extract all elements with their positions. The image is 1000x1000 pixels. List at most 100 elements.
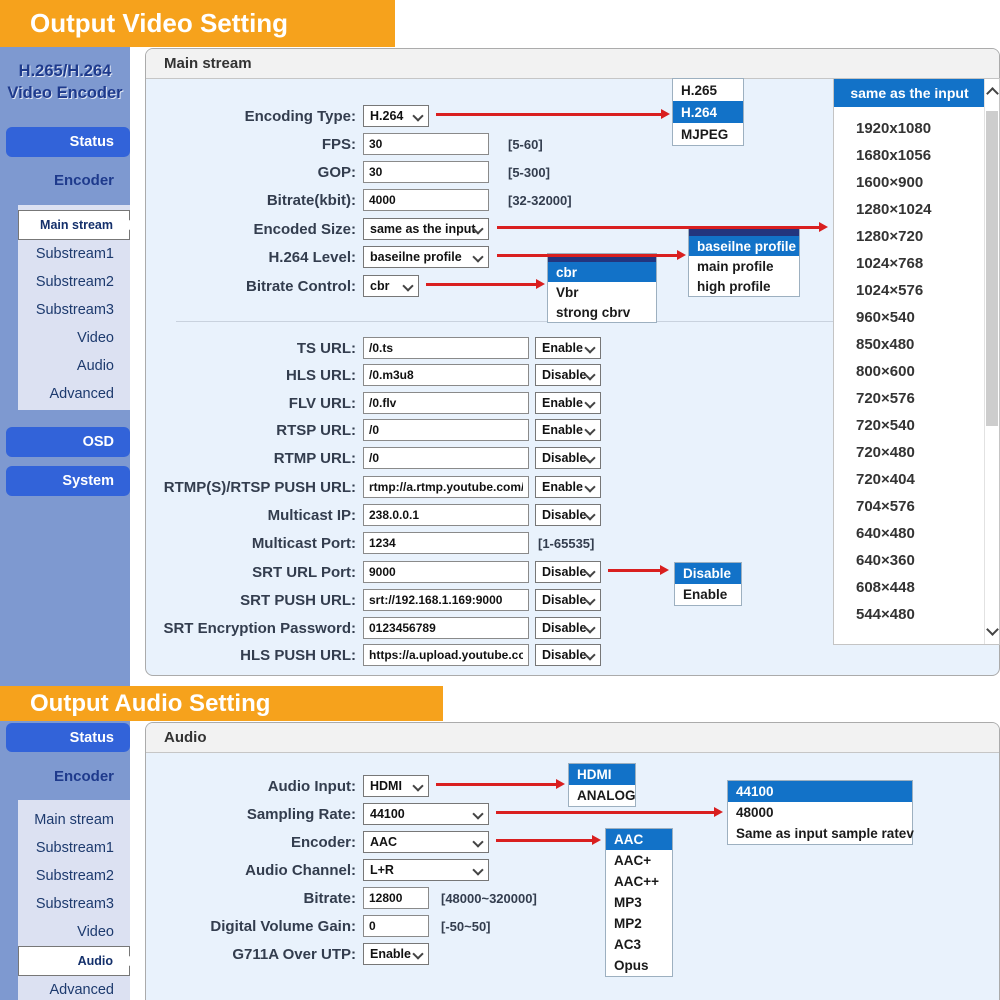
rtmp-push-url-input[interactable]	[363, 476, 529, 498]
hls-push-url-input[interactable]	[363, 644, 529, 666]
scrollbar[interactable]	[984, 79, 999, 644]
encoding-type-select[interactable]: H.264	[363, 105, 429, 127]
dropdown-option[interactable]: MP3	[606, 892, 672, 913]
dropdown-option[interactable]: MJPEG	[673, 123, 743, 145]
encoded-size-selected-option[interactable]: same as the input	[834, 79, 985, 107]
resolution-option[interactable]: 1024×768	[856, 255, 924, 272]
resolution-option[interactable]: 640×480	[856, 525, 915, 542]
rtsp-url-input[interactable]	[363, 419, 529, 441]
hls-url-input[interactable]	[363, 364, 529, 386]
h264-level-select[interactable]: baseilne profile	[363, 246, 489, 268]
dropdown-option[interactable]: Vbr	[548, 282, 656, 302]
dropdown-option[interactable]: 48000	[728, 802, 912, 823]
resolution-option[interactable]: 720×480	[856, 444, 915, 461]
resolution-option[interactable]: 800×600	[856, 363, 915, 380]
dropdown-option-selected[interactable]: H.264	[673, 101, 743, 123]
scroll-up-icon[interactable]	[986, 87, 999, 100]
resolution-option[interactable]: 704×576	[856, 498, 915, 515]
bitrate-control-select[interactable]: cbr	[363, 275, 419, 297]
sidebar-item-video[interactable]: Video	[77, 330, 114, 346]
g711a-over-utp-select[interactable]: Enable	[363, 943, 429, 965]
srt-url-port-state-select[interactable]: Disable	[535, 561, 601, 583]
sidebar-item-main-stream[interactable]: Main stream	[34, 812, 114, 828]
multicast-port-input[interactable]	[363, 532, 529, 554]
rtsp-url-state-select[interactable]: Enable	[535, 419, 601, 441]
dropdown-option[interactable]: Same as input sample ratev	[728, 823, 914, 844]
dropdown-option[interactable]: Opus	[606, 955, 672, 976]
ts-url-state-select[interactable]: Enable	[535, 337, 601, 359]
resolution-option[interactable]: 720×540	[856, 417, 915, 434]
dropdown-option-selected[interactable]: HDMI	[569, 764, 635, 785]
flv-url-state-select[interactable]: Enable	[535, 392, 601, 414]
sidebar-item-encoder[interactable]: Encoder	[54, 768, 114, 785]
sidebar-item-substream1[interactable]: Substream1	[35, 840, 114, 856]
resolution-option[interactable]: 1600×900	[856, 174, 924, 191]
hls-push-state-select[interactable]: Disable	[535, 644, 601, 666]
dropdown-option[interactable]: AAC+	[606, 850, 672, 871]
sidebar-item-encoder[interactable]: Encoder	[54, 172, 114, 189]
resolution-option[interactable]: 1280×720	[856, 228, 924, 245]
sidebar-item-status[interactable]: Status	[6, 723, 130, 752]
resolution-option[interactable]: 960×540	[856, 309, 915, 326]
sampling-rate-select[interactable]: 44100	[363, 803, 489, 825]
srt-url-port-input[interactable]	[363, 561, 529, 583]
sidebar-item-audio[interactable]: Audio	[76, 358, 114, 374]
sidebar-item-substream3[interactable]: Substream3	[35, 896, 114, 912]
dropdown-option-selected[interactable]: Disable	[675, 563, 741, 584]
dropdown-option[interactable]: H.265	[673, 79, 743, 101]
gop-input[interactable]	[363, 161, 489, 183]
resolution-option[interactable]: 720×576	[856, 390, 915, 407]
rtmp-push-state-select[interactable]: Enable	[535, 476, 601, 498]
resolution-option[interactable]: 640×360	[856, 552, 915, 569]
ts-url-input[interactable]	[363, 337, 529, 359]
scrollbar-thumb[interactable]	[986, 111, 998, 426]
sidebar-item-substream2[interactable]: Substream2	[35, 868, 114, 884]
bitrate-input[interactable]	[363, 189, 489, 211]
dropdown-option[interactable]: ANALOG	[569, 785, 636, 806]
multicast-ip-input[interactable]	[363, 504, 529, 526]
multicast-ip-state-select[interactable]: Disable	[535, 504, 601, 526]
resolution-option[interactable]: 1920x1080	[856, 120, 932, 137]
dropdown-option[interactable]: main profile	[689, 256, 799, 276]
sidebar-item-status[interactable]: Status	[6, 127, 130, 157]
srt-encryption-password-input[interactable]	[363, 617, 529, 639]
resolution-option[interactable]: 1680x1056	[856, 147, 932, 164]
resolution-option[interactable]: 720×404	[856, 471, 915, 488]
sidebar-item-substream2[interactable]: Substream2	[35, 274, 114, 290]
resolution-option[interactable]: 850x480	[856, 336, 915, 353]
flv-url-input[interactable]	[363, 392, 529, 414]
dropdown-option[interactable]: AAC++	[606, 871, 672, 892]
sidebar-item-video[interactable]: Video	[77, 924, 114, 940]
srt-push-state-select[interactable]: Disable	[535, 589, 601, 611]
dropdown-option[interactable]: strong cbrv	[548, 302, 656, 322]
audio-channel-select[interactable]: L+R	[363, 859, 489, 881]
dropdown-option-selected[interactable]: cbr	[548, 262, 656, 282]
dropdown-option[interactable]: MP2	[606, 913, 672, 934]
sidebar-item-osd[interactable]: OSD	[6, 427, 130, 457]
resolution-option[interactable]: 1024×576	[856, 282, 924, 299]
fps-input[interactable]	[363, 133, 489, 155]
dropdown-option[interactable]: high profile	[689, 276, 799, 296]
audio-input-select[interactable]: HDMI	[363, 775, 429, 797]
hls-url-state-select[interactable]: Disable	[535, 364, 601, 386]
digital-volume-gain-input[interactable]	[363, 915, 429, 937]
sidebar-item-main-stream[interactable]: Main stream	[18, 210, 131, 240]
audio-bitrate-input[interactable]	[363, 887, 429, 909]
srt-encryption-state-select[interactable]: Disable	[535, 617, 601, 639]
dropdown-option[interactable]: Enable	[675, 584, 741, 605]
dropdown-option-selected[interactable]: baseilne profile	[689, 236, 799, 256]
sidebar-item-advanced[interactable]: Advanced	[49, 982, 115, 998]
sidebar-item-system[interactable]: System	[6, 466, 130, 496]
sidebar-item-advanced[interactable]: Advanced	[49, 386, 115, 402]
scroll-down-icon[interactable]	[986, 623, 999, 636]
dropdown-option-selected[interactable]: 44100	[728, 781, 912, 802]
sidebar-item-audio[interactable]: Audio	[18, 946, 131, 976]
sidebar-item-substream1[interactable]: Substream1	[35, 246, 114, 262]
audio-encoder-select[interactable]: AAC	[363, 831, 489, 853]
srt-push-url-input[interactable]	[363, 589, 529, 611]
encoded-size-select[interactable]: same as the input	[363, 218, 489, 240]
rtmp-url-input[interactable]	[363, 447, 529, 469]
resolution-option[interactable]: 544×480	[856, 606, 915, 623]
dropdown-option[interactable]: AC3	[606, 934, 672, 955]
sidebar-item-substream3[interactable]: Substream3	[35, 302, 114, 318]
